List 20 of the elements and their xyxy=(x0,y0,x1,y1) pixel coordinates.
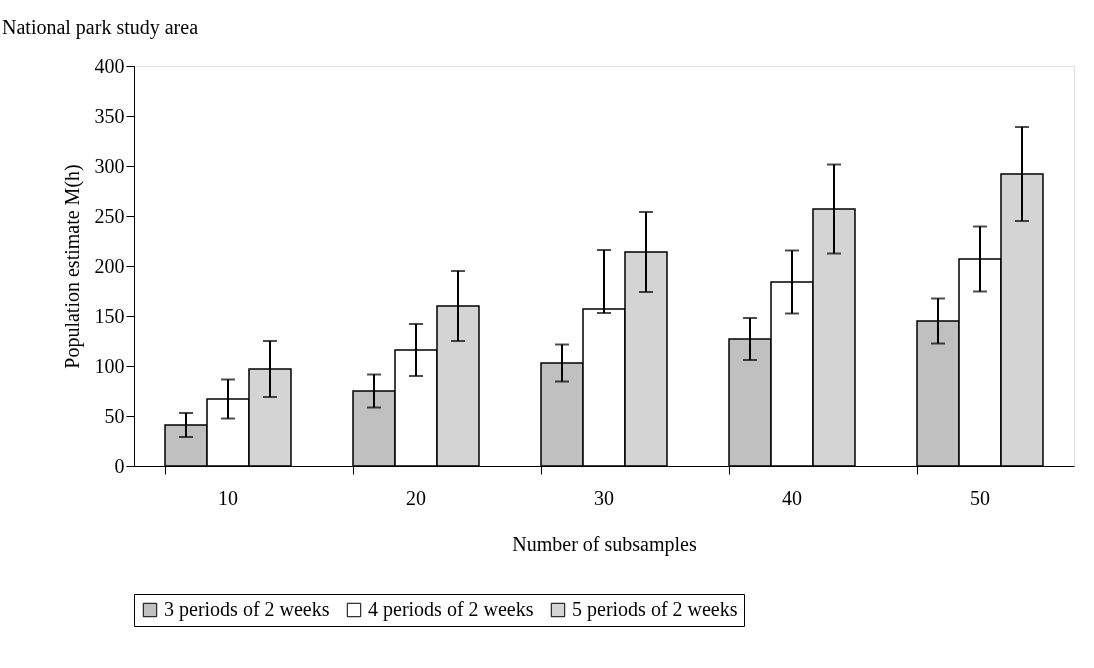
y-tick-label: 200 xyxy=(94,254,125,277)
legend-label: 3 periods of 2 weeks xyxy=(164,598,330,621)
y-tick-label: 400 xyxy=(94,54,125,77)
y-tick-label: 100 xyxy=(94,354,125,377)
x-tick-label: 30 xyxy=(594,486,614,509)
x-tick-label: 50 xyxy=(970,486,990,509)
x-tick-label: 40 xyxy=(782,486,802,509)
legend-label: 5 periods of 2 weeks xyxy=(572,598,738,621)
y-tick-label: 0 xyxy=(114,454,125,477)
y-tick-label: 300 xyxy=(94,154,125,177)
x-axis-title: Number of subsamples xyxy=(512,532,697,556)
y-tick-label: 250 xyxy=(94,204,125,227)
y-tick-label: 350 xyxy=(94,104,125,127)
y-tick-label: 50 xyxy=(104,404,125,427)
x-tick-label: 20 xyxy=(406,486,426,509)
y-axis-title: Population estimate M(h) xyxy=(60,164,84,369)
legend-label: 4 periods of 2 weeks xyxy=(368,598,534,621)
x-tick-label: 10 xyxy=(218,486,238,509)
chart-title: National park study area xyxy=(2,16,199,39)
y-tick-label: 150 xyxy=(94,304,125,327)
